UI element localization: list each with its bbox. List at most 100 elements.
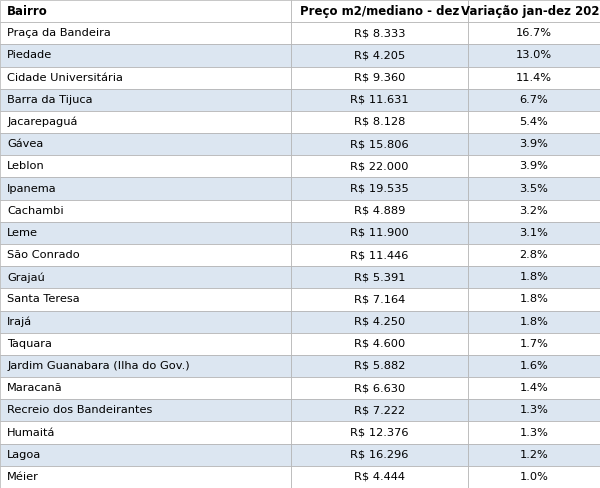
Bar bbox=[291, 466, 468, 488]
Bar bbox=[291, 111, 468, 133]
Text: 1.3%: 1.3% bbox=[520, 406, 548, 415]
Text: R$ 8.128: R$ 8.128 bbox=[354, 117, 405, 127]
Text: Jardim Guanabara (Ilha do Gov.): Jardim Guanabara (Ilha do Gov.) bbox=[7, 361, 190, 371]
Text: Barra da Tijuca: Barra da Tijuca bbox=[7, 95, 93, 105]
Text: R$ 4.444: R$ 4.444 bbox=[354, 472, 405, 482]
Text: Piedade: Piedade bbox=[7, 50, 52, 61]
Bar bbox=[0, 222, 291, 244]
Bar bbox=[468, 422, 600, 444]
Text: São Conrado: São Conrado bbox=[7, 250, 80, 260]
Bar bbox=[291, 444, 468, 466]
Bar bbox=[0, 355, 291, 377]
Text: 1.3%: 1.3% bbox=[520, 427, 548, 438]
Text: R$ 7.164: R$ 7.164 bbox=[354, 294, 405, 305]
Bar bbox=[0, 66, 291, 89]
Text: Irajá: Irajá bbox=[7, 316, 32, 327]
Text: R$ 11.631: R$ 11.631 bbox=[350, 95, 409, 105]
Text: 13.0%: 13.0% bbox=[516, 50, 552, 61]
Text: R$ 12.376: R$ 12.376 bbox=[350, 427, 409, 438]
Bar bbox=[291, 155, 468, 178]
Text: 3.9%: 3.9% bbox=[520, 139, 548, 149]
Bar bbox=[468, 89, 600, 111]
Text: 3.2%: 3.2% bbox=[520, 206, 548, 216]
Text: Bairro: Bairro bbox=[7, 4, 48, 18]
Text: 2.8%: 2.8% bbox=[520, 250, 548, 260]
Text: R$ 7.222: R$ 7.222 bbox=[354, 406, 405, 415]
Bar bbox=[0, 44, 291, 66]
Bar bbox=[468, 200, 600, 222]
Bar bbox=[291, 133, 468, 155]
Text: 5.4%: 5.4% bbox=[520, 117, 548, 127]
Bar bbox=[468, 333, 600, 355]
Bar bbox=[291, 44, 468, 66]
Text: 6.7%: 6.7% bbox=[520, 95, 548, 105]
Bar bbox=[0, 0, 291, 22]
Bar bbox=[468, 66, 600, 89]
Text: R$ 5.882: R$ 5.882 bbox=[354, 361, 405, 371]
Bar bbox=[291, 399, 468, 422]
Bar bbox=[291, 244, 468, 266]
Text: Santa Teresa: Santa Teresa bbox=[7, 294, 80, 305]
Text: 3.5%: 3.5% bbox=[520, 183, 548, 194]
Bar bbox=[0, 155, 291, 178]
Text: Taquara: Taquara bbox=[7, 339, 52, 349]
Bar bbox=[468, 399, 600, 422]
Bar bbox=[291, 377, 468, 399]
Text: Leme: Leme bbox=[7, 228, 38, 238]
Text: Méier: Méier bbox=[7, 472, 39, 482]
Bar bbox=[0, 422, 291, 444]
Text: 1.8%: 1.8% bbox=[520, 317, 548, 326]
Bar bbox=[291, 22, 468, 44]
Text: 1.2%: 1.2% bbox=[520, 450, 548, 460]
Bar bbox=[0, 333, 291, 355]
Text: Humaitá: Humaitá bbox=[7, 427, 56, 438]
Bar bbox=[0, 133, 291, 155]
Bar bbox=[291, 0, 468, 22]
Text: R$ 15.806: R$ 15.806 bbox=[350, 139, 409, 149]
Bar bbox=[468, 22, 600, 44]
Text: Gávea: Gávea bbox=[7, 139, 43, 149]
Text: Jacarepaguá: Jacarepaguá bbox=[7, 117, 77, 127]
Bar bbox=[0, 310, 291, 333]
Text: 1.7%: 1.7% bbox=[520, 339, 548, 349]
Bar bbox=[468, 355, 600, 377]
Bar bbox=[0, 266, 291, 288]
Bar bbox=[0, 399, 291, 422]
Text: 1.4%: 1.4% bbox=[520, 383, 548, 393]
Text: 1.8%: 1.8% bbox=[520, 294, 548, 305]
Text: R$ 4.889: R$ 4.889 bbox=[354, 206, 405, 216]
Bar bbox=[468, 244, 600, 266]
Bar bbox=[468, 444, 600, 466]
Bar bbox=[0, 178, 291, 200]
Bar bbox=[291, 266, 468, 288]
Bar bbox=[0, 111, 291, 133]
Text: 1.0%: 1.0% bbox=[520, 472, 548, 482]
Bar bbox=[468, 0, 600, 22]
Text: Grajaú: Grajaú bbox=[7, 272, 45, 283]
Bar bbox=[468, 222, 600, 244]
Text: R$ 4.250: R$ 4.250 bbox=[354, 317, 405, 326]
Bar bbox=[0, 377, 291, 399]
Text: Leblon: Leblon bbox=[7, 162, 45, 171]
Text: 1.8%: 1.8% bbox=[520, 272, 548, 282]
Bar bbox=[0, 22, 291, 44]
Text: R$ 6.630: R$ 6.630 bbox=[354, 383, 405, 393]
Text: R$ 11.900: R$ 11.900 bbox=[350, 228, 409, 238]
Bar bbox=[291, 333, 468, 355]
Bar bbox=[291, 310, 468, 333]
Text: Cidade Universitária: Cidade Universitária bbox=[7, 73, 123, 82]
Text: Lagoa: Lagoa bbox=[7, 450, 41, 460]
Text: R$ 4.205: R$ 4.205 bbox=[354, 50, 405, 61]
Bar bbox=[291, 422, 468, 444]
Text: Recreio dos Bandeirantes: Recreio dos Bandeirantes bbox=[7, 406, 152, 415]
Bar bbox=[468, 466, 600, 488]
Bar bbox=[0, 244, 291, 266]
Bar bbox=[0, 89, 291, 111]
Bar bbox=[468, 288, 600, 310]
Bar bbox=[0, 444, 291, 466]
Bar bbox=[468, 266, 600, 288]
Bar bbox=[468, 44, 600, 66]
Text: Cachambi: Cachambi bbox=[7, 206, 64, 216]
Text: Ipanema: Ipanema bbox=[7, 183, 57, 194]
Bar bbox=[0, 288, 291, 310]
